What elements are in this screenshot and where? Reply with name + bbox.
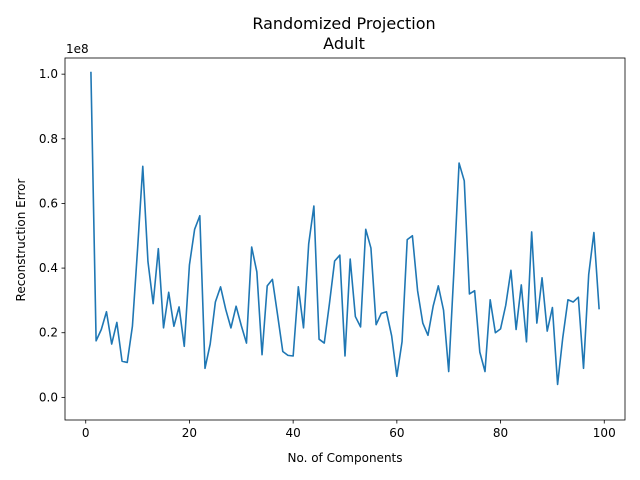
x-tick-label: 20 [182, 426, 197, 440]
x-tick-label: 60 [389, 426, 404, 440]
x-tick-label: 80 [493, 426, 508, 440]
x-tick-label: 0 [82, 426, 90, 440]
chart-title: Randomized Projection [252, 14, 435, 33]
x-axis-ticks: 0 20 40 60 80 100 [82, 420, 616, 440]
x-axis-label: No. of Components [287, 451, 402, 465]
y-tick-label: 1.0 [39, 67, 58, 81]
x-tick-label: 40 [286, 426, 301, 440]
axes-frame [64, 57, 626, 421]
y-tick-label: 0.8 [39, 132, 58, 146]
y-axis-label: Reconstruction Error [14, 179, 28, 302]
y-tick-label: 0.4 [39, 261, 58, 275]
y-tick-label: 0.0 [39, 390, 58, 404]
y-tick-label: 0.6 [39, 196, 58, 210]
y-offset-label: 1e8 [66, 42, 89, 56]
chart-subtitle: Adult [323, 34, 365, 53]
y-tick-label: 0.2 [39, 326, 58, 340]
series-line [90, 71, 600, 386]
x-tick-label: 100 [593, 426, 616, 440]
y-axis-ticks: 0.0 0.2 0.4 0.6 0.8 1.0 [39, 67, 65, 404]
